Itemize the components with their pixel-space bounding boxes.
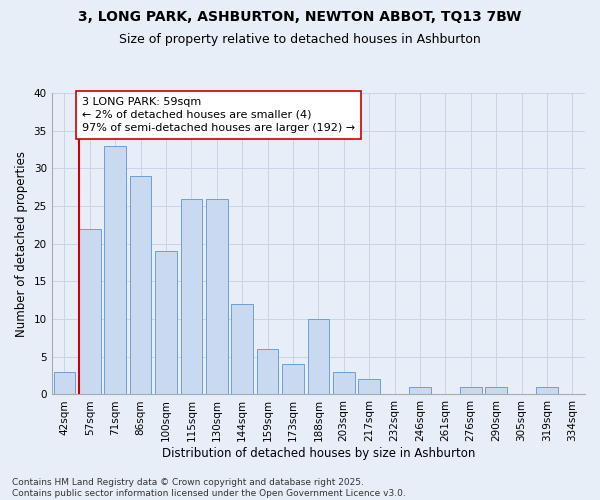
Y-axis label: Number of detached properties: Number of detached properties	[15, 150, 28, 336]
Bar	[53, 372, 75, 394]
Bar	[333, 372, 355, 394]
Text: Size of property relative to detached houses in Ashburton: Size of property relative to detached ho…	[119, 32, 481, 46]
Bar	[282, 364, 304, 394]
Text: 3 LONG PARK: 59sqm
← 2% of detached houses are smaller (4)
97% of semi-detached : 3 LONG PARK: 59sqm ← 2% of detached hous…	[82, 97, 355, 133]
Bar	[536, 387, 557, 394]
Bar	[358, 380, 380, 394]
Bar	[308, 319, 329, 394]
Bar	[181, 198, 202, 394]
X-axis label: Distribution of detached houses by size in Ashburton: Distribution of detached houses by size …	[161, 447, 475, 460]
Bar	[155, 252, 177, 394]
Bar	[460, 387, 482, 394]
Bar	[409, 387, 431, 394]
Bar	[130, 176, 151, 394]
Bar	[232, 304, 253, 394]
Bar	[104, 146, 126, 394]
Text: 3, LONG PARK, ASHBURTON, NEWTON ABBOT, TQ13 7BW: 3, LONG PARK, ASHBURTON, NEWTON ABBOT, T…	[79, 10, 521, 24]
Bar	[79, 228, 101, 394]
Bar	[257, 349, 278, 395]
Bar	[485, 387, 507, 394]
Text: Contains HM Land Registry data © Crown copyright and database right 2025.
Contai: Contains HM Land Registry data © Crown c…	[12, 478, 406, 498]
Bar	[206, 198, 227, 394]
